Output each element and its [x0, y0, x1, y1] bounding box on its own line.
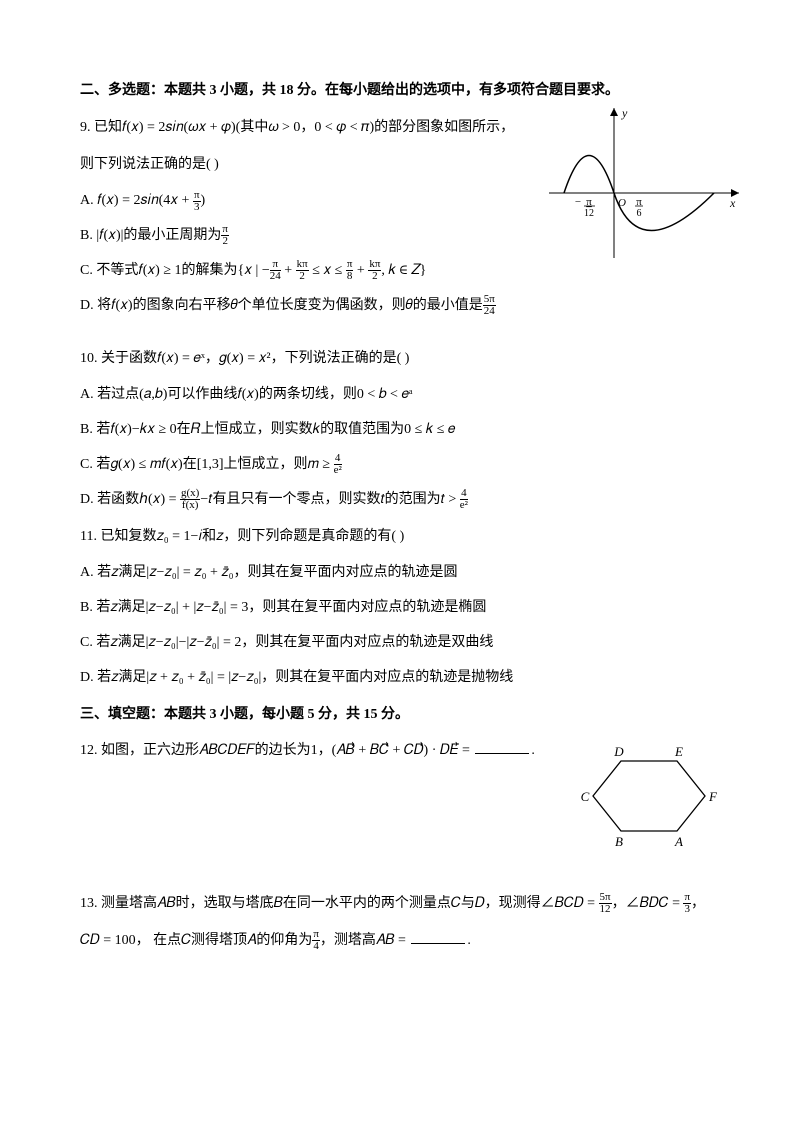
fill-blank: [411, 929, 465, 944]
hex-d: D: [613, 744, 624, 759]
hex-a: A: [674, 834, 683, 849]
q11-opt-a: A. 若𝑧满足|𝑧−𝑧₀| = 𝑧₀ + 𝑧̄₀，则其在复平面内对应点的轨迹是圆: [80, 558, 714, 589]
tick-pos-den: 6: [637, 208, 642, 219]
svg-text:−: −: [575, 196, 581, 208]
q11-opt-c: C. 若𝑧满足|𝑧−𝑧₀|−|𝑧−𝑧̄₀| = 2，则其在复平面内对应点的轨迹是…: [80, 628, 714, 659]
q10-opt-a: A. 若过点(𝑎,𝑏)可以作曲线𝑓(𝑥)的两条切线，则0 < 𝑏 < 𝑒ᵃ: [80, 380, 714, 411]
q13-line2: 𝐶𝐷 = 100， 在点𝐶测得塔顶𝐴的仰角为π4，测塔高𝐴𝐵 = .: [80, 926, 714, 957]
section-3-heading: 三、填空题：本题共 3 小题，每小题 5 分，共 15 分。: [80, 700, 714, 731]
hex-b: B: [615, 834, 623, 849]
origin-label: O: [618, 197, 626, 209]
q10-stem: 10. 关于函数𝑓(𝑥) = 𝑒ˣ，𝑔(𝑥) = 𝑥²，下列说法正确的是( ): [80, 344, 714, 375]
tick-neg-den: 12: [584, 208, 594, 219]
hex-f: F: [708, 789, 718, 804]
axis-y-label: y: [621, 106, 628, 120]
hex-c: C: [581, 789, 590, 804]
q13-line1: 13. 测量塔高𝐴𝐵时，选取与塔底𝐵在同一水平内的两个测量点𝐶与𝐷，现测得∠𝐵𝐶…: [80, 889, 714, 920]
q11-opt-d: D. 若𝑧满足|𝑧 + 𝑧₀ + 𝑧̄₀| = |𝑧−𝑧₀|，则其在复平面内对应…: [80, 663, 714, 694]
q11-stem: 11. 已知复数𝑧₀ = 1−𝑖和𝑧，则下列命题是真命题的有( ): [80, 522, 714, 553]
fill-blank: [475, 739, 529, 754]
q10-opt-c: C. 若𝑔(𝑥) ≤ 𝑚𝑓(𝑥)在[1,3]上恒成立，则𝑚 ≥ 4e²: [80, 450, 714, 481]
q10-opt-b: B. 若𝑓(𝑥)−𝑘𝑥 ≥ 0在𝑅上恒成立，则实数𝑘的取值范围为0 ≤ 𝑘 ≤ …: [80, 415, 714, 446]
q9-opt-d: D. 将𝑓(𝑥)的图象向右平移𝜃个单位长度变为偶函数，则𝜃的最小值是5π24: [80, 291, 714, 322]
q11-opt-b: B. 若𝑧满足|𝑧−𝑧₀| + |𝑧−𝑧̄₀| = 3，则其在复平面内对应点的轨…: [80, 593, 714, 624]
hex-e: E: [674, 744, 683, 759]
q9-graph: x y O − π 12 π 6: [544, 103, 744, 276]
axis-x-label: x: [729, 196, 736, 210]
q12-hexagon: D E C F B A: [579, 731, 729, 874]
q10-opt-d: D. 若函数ℎ(𝑥) = g(x)f(x)−𝑡有且只有一个零点，则实数𝑡的范围为…: [80, 485, 714, 516]
